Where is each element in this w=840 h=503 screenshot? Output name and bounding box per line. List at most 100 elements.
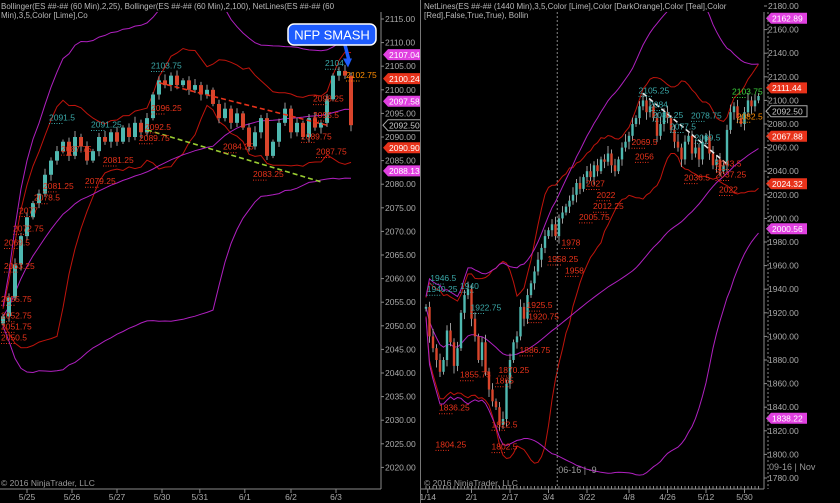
level-label-group: 1920.75: [528, 312, 559, 324]
candle-body: [673, 129, 676, 142]
candle-body: [452, 342, 456, 366]
price-marker-tag: [766, 223, 807, 235]
y-tick-label: 2060.00: [385, 274, 416, 284]
level-label: 2078.5: [34, 193, 60, 203]
trendline[interactable]: [642, 92, 728, 165]
candle: [718, 153, 722, 177]
candle: [529, 280, 533, 298]
level-label: 2091.25: [91, 120, 122, 130]
x-tick-label: 5/12: [698, 492, 715, 502]
candle-body: [655, 118, 659, 136]
candle: [596, 158, 599, 177]
level-label-group: 2005.75: [579, 212, 610, 224]
candle-body: [526, 295, 529, 319]
candle-body: [43, 174, 47, 194]
candle: [687, 132, 690, 145]
candle-body: [55, 151, 59, 161]
candle: [449, 322, 452, 347]
candle-body: [494, 401, 498, 408]
candle: [732, 102, 736, 120]
session-marker: 06-16 | -9: [558, 465, 596, 475]
candle: [578, 176, 582, 195]
level-label-group: 2069.5: [4, 238, 30, 250]
level-label-group: 2089.75: [301, 131, 332, 143]
y-tick-label: 2020.00: [385, 462, 416, 472]
y-tick-label: 2100.00: [768, 95, 799, 105]
level-label: 2103.75: [151, 61, 182, 71]
price-marker-label: 2000.56: [772, 224, 803, 234]
level-label-group: 2063.25: [4, 261, 35, 273]
y-tick-label: 1860.00: [768, 379, 799, 389]
level-label: 1822.5: [492, 419, 518, 429]
level-label: 1925.5: [527, 300, 553, 310]
price-marker: 2090.90: [383, 142, 424, 154]
candle: [645, 96, 648, 120]
candle: [505, 379, 508, 427]
y-tick-label: 2050.00: [385, 321, 416, 331]
level-label-group: 2082.5: [736, 111, 763, 123]
level-label-group: 2102.75: [346, 70, 377, 82]
level-label-group: 2069.5: [631, 137, 658, 149]
level-label: 1870.25: [499, 365, 530, 375]
candle: [271, 139, 275, 159]
level-label-group: 2103.75: [732, 87, 763, 98]
candle: [289, 105, 293, 139]
level-label: 2078.75: [691, 110, 722, 120]
level-label: 2043.5: [716, 158, 742, 168]
price-marker: 2097.58: [383, 95, 424, 107]
level-label: 1922.75: [471, 302, 502, 312]
candle-body: [85, 146, 89, 161]
price-marker-label: 2067.88: [772, 132, 803, 142]
candle-body: [641, 100, 645, 107]
candle-body: [193, 85, 197, 90]
candle: [199, 81, 203, 101]
level-label-group: 1870.25: [498, 365, 530, 377]
candle-body: [265, 118, 269, 156]
candle-body: [19, 236, 23, 265]
level-label-group: 2022: [719, 184, 738, 196]
candle-body: [554, 224, 557, 237]
candle: [109, 129, 113, 148]
candle: [277, 118, 281, 147]
level-label: 2027: [586, 179, 605, 189]
level-label: 2082.5: [737, 111, 763, 121]
price-marker-label: 2097.58: [389, 97, 420, 107]
candle-body: [585, 171, 589, 178]
y-tick-label: 2080.00: [385, 179, 416, 189]
candle: [424, 304, 428, 312]
candle-body: [295, 122, 299, 133]
candle: [669, 115, 673, 133]
chart-panel-2: NetLines(ES ##-## (1440 Min),3,5,Color […: [419, 0, 840, 503]
candle-body: [431, 336, 435, 349]
candle: [536, 252, 540, 276]
candle-body: [624, 141, 627, 148]
candle: [508, 353, 512, 389]
candle: [561, 206, 564, 224]
candle-body: [610, 153, 613, 166]
trendline[interactable]: [146, 129, 322, 183]
candle-body: [151, 94, 155, 119]
level-label-group: 1822.5: [491, 419, 518, 431]
level-label-group: 2087.75: [61, 144, 92, 156]
candle-body: [722, 165, 725, 172]
level-label: 2083.25: [253, 169, 284, 179]
candle: [585, 166, 589, 184]
y-tick-label: 2085.00: [385, 156, 416, 166]
candle-body: [515, 336, 519, 343]
session-label: 09-16 | Nov: [769, 462, 816, 472]
trendline[interactable]: [158, 81, 328, 126]
level-label: 1958.25: [548, 254, 579, 264]
candle-body: [337, 70, 341, 76]
candle-body: [445, 330, 449, 360]
candle: [103, 130, 107, 145]
level-label: 2022: [597, 190, 616, 200]
y-tick-label: 1780.00: [768, 473, 799, 483]
session-label: 06-16 | -9: [558, 465, 596, 475]
level-label: 2089.75: [139, 133, 170, 143]
candle: [473, 312, 477, 342]
level-label-group: 1946.5: [430, 273, 457, 285]
level-label: 1855.75: [460, 370, 491, 380]
candle-body: [592, 165, 596, 178]
candle-body: [163, 80, 167, 86]
